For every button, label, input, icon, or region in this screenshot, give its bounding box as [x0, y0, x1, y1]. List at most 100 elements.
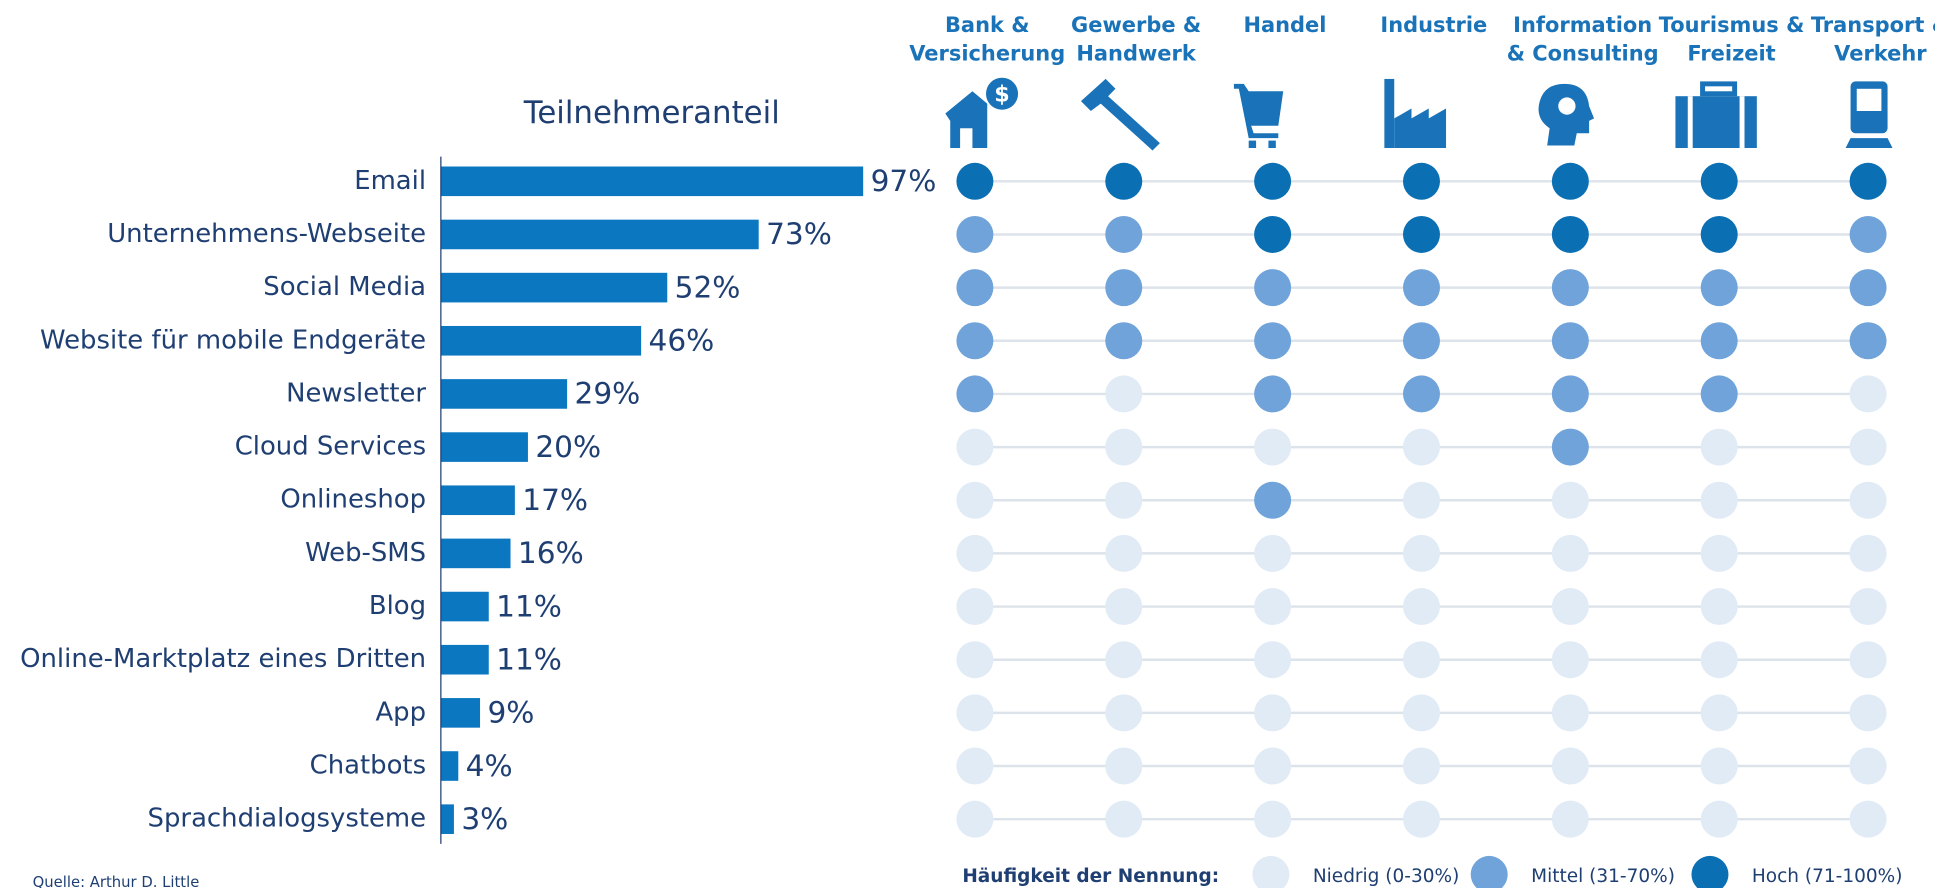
dot — [1551, 375, 1589, 413]
column-header: Transport & — [1811, 13, 1935, 37]
dot — [1700, 269, 1738, 307]
dot — [956, 694, 994, 732]
dot — [1700, 534, 1738, 572]
dot — [1254, 481, 1292, 519]
dot — [1551, 322, 1589, 360]
dot — [1105, 428, 1143, 466]
bar — [440, 166, 864, 197]
dot — [1849, 215, 1887, 253]
dot — [1849, 162, 1887, 200]
dot — [1105, 534, 1143, 572]
category-label: Chatbots — [310, 751, 426, 781]
column-header: & Consulting — [1507, 41, 1659, 65]
dot — [956, 534, 994, 572]
icon-suitcase — [1675, 81, 1757, 148]
dot — [1700, 694, 1738, 732]
dot — [1551, 588, 1589, 626]
dot — [1105, 215, 1143, 253]
category-label: Unternehmens-Webseite — [107, 219, 426, 249]
category-label: App — [375, 697, 426, 727]
bar — [440, 804, 454, 834]
icons: $ — [945, 77, 1893, 151]
bar — [440, 538, 511, 569]
dot — [1254, 375, 1292, 413]
category-label: Blog — [369, 591, 426, 621]
category-label: Cloud Services — [235, 432, 426, 462]
dot — [1551, 534, 1589, 572]
dot — [956, 481, 994, 519]
bar — [440, 485, 515, 516]
dot — [1402, 641, 1440, 679]
dot — [1551, 481, 1589, 519]
dot — [1402, 534, 1440, 572]
dot — [1551, 162, 1589, 200]
value-label: 4% — [466, 749, 513, 783]
dot — [956, 322, 994, 360]
dot — [956, 641, 994, 679]
dot — [1254, 322, 1292, 360]
column-header: Freizeit — [1687, 41, 1775, 65]
dot — [1402, 162, 1440, 200]
category-label: Email — [354, 166, 426, 196]
bar — [440, 272, 668, 303]
bar — [440, 325, 642, 356]
dot — [1402, 428, 1440, 466]
dot — [1700, 162, 1738, 200]
source: Quelle: Arthur D. Little — [33, 874, 200, 888]
column-header: Information — [1513, 13, 1652, 37]
dot — [1105, 269, 1143, 307]
dot — [1254, 534, 1292, 572]
category-label: Website für mobile Endgeräte — [40, 325, 426, 355]
value-label: 73% — [766, 217, 832, 251]
icon-cart — [1233, 83, 1284, 148]
dot — [1254, 269, 1292, 307]
dot — [1551, 641, 1589, 679]
dot — [1551, 747, 1589, 785]
value-label: 3% — [461, 802, 508, 836]
value-label: 52% — [675, 270, 741, 304]
dot — [1849, 481, 1887, 519]
dot — [956, 375, 994, 413]
value-label: 20% — [535, 430, 601, 464]
dot — [1849, 694, 1887, 732]
bar — [440, 591, 489, 622]
column-header: Tourismus & — [1659, 13, 1805, 37]
dot — [1551, 428, 1589, 466]
dot — [1105, 694, 1143, 732]
dot — [1849, 747, 1887, 785]
dot — [956, 588, 994, 626]
icon-train — [1845, 81, 1893, 148]
dot — [1254, 747, 1292, 785]
dot — [1105, 641, 1143, 679]
column-header: Verkehr — [1834, 41, 1927, 65]
dot — [1551, 800, 1589, 838]
value-label: 11% — [496, 589, 562, 623]
dot — [1402, 375, 1440, 413]
chart-title: Teilnehmeranteil — [523, 95, 780, 131]
dot — [1105, 747, 1143, 785]
dot — [1105, 162, 1143, 200]
column-header: Handwerk — [1076, 41, 1196, 65]
legend-swatch — [1252, 855, 1290, 888]
dot — [1105, 588, 1143, 626]
icon-factory — [1384, 78, 1447, 148]
dot — [1849, 641, 1887, 679]
bar — [440, 644, 489, 675]
category-label: Newsletter — [286, 378, 426, 408]
icon-bank: $ — [945, 77, 1019, 148]
dot — [956, 800, 994, 838]
dot — [1105, 322, 1143, 360]
dot — [1254, 800, 1292, 838]
dot — [1402, 800, 1440, 838]
legend-swatch — [1691, 855, 1729, 888]
category-label: Social Media — [263, 272, 426, 302]
dot — [1700, 481, 1738, 519]
column-header: Handel — [1243, 13, 1326, 37]
value-label: 17% — [522, 483, 588, 517]
icon-hammer — [1080, 78, 1160, 151]
column-header: Bank & — [945, 13, 1030, 37]
dot — [1254, 428, 1292, 466]
svg-text:$: $ — [994, 81, 1009, 107]
dot — [1105, 800, 1143, 838]
column-header: Gewerbe & — [1071, 13, 1201, 37]
